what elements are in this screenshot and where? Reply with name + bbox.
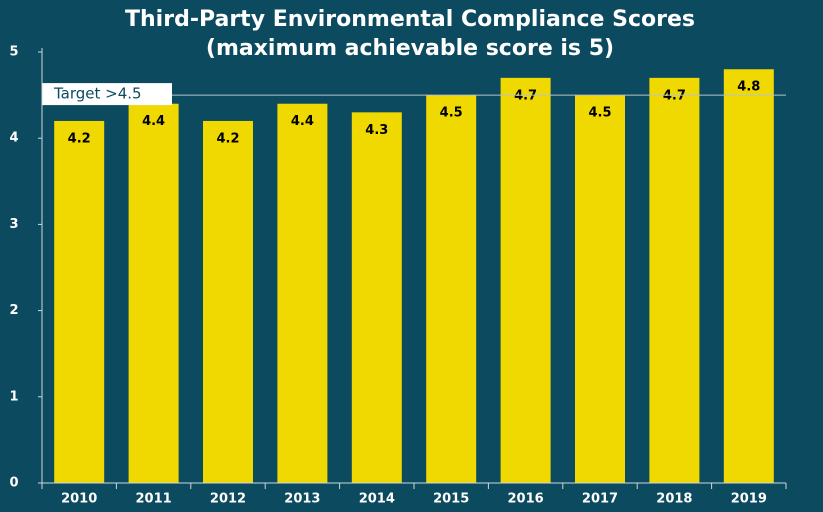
x-tick-label: 2013 bbox=[284, 492, 320, 507]
bar bbox=[203, 120, 253, 484]
bar bbox=[500, 77, 551, 484]
x-tick-label: 2011 bbox=[136, 492, 172, 507]
bar bbox=[649, 77, 700, 484]
x-tick-label: 2012 bbox=[210, 492, 246, 507]
y-tick-label: 5 bbox=[9, 45, 18, 60]
bar bbox=[128, 103, 179, 483]
bar bbox=[426, 95, 477, 483]
chart-subtitle: (maximum achievable score is 5) bbox=[206, 36, 614, 61]
target-label: Target >4.5 bbox=[53, 85, 142, 103]
bar bbox=[54, 120, 105, 484]
data-label: 4.3 bbox=[365, 123, 388, 138]
x-tick-label: 2016 bbox=[508, 492, 544, 507]
bar bbox=[277, 103, 328, 483]
y-tick-label: 1 bbox=[9, 389, 18, 404]
chart-title: Third-Party Environmental Compliance Sco… bbox=[125, 7, 695, 32]
data-label: 4.7 bbox=[514, 88, 537, 103]
x-tick-label: 2015 bbox=[433, 492, 469, 507]
y-tick-label: 2 bbox=[9, 303, 18, 318]
x-tick-label: 2019 bbox=[731, 492, 767, 507]
data-label: 4.7 bbox=[663, 88, 686, 103]
x-tick-label: 2014 bbox=[359, 492, 395, 507]
y-tick-label: 0 bbox=[9, 476, 18, 491]
x-tick-label: 2010 bbox=[61, 492, 97, 507]
data-label: 4.5 bbox=[588, 106, 611, 121]
y-tick-label: 4 bbox=[9, 131, 18, 146]
data-label: 4.2 bbox=[216, 131, 239, 146]
data-label: 4.2 bbox=[68, 131, 91, 146]
x-tick-label: 2017 bbox=[582, 492, 618, 507]
data-label: 4.4 bbox=[291, 114, 314, 129]
y-tick-label: 3 bbox=[9, 217, 18, 232]
bar bbox=[575, 95, 625, 483]
bar bbox=[723, 69, 774, 484]
bar bbox=[351, 112, 402, 483]
x-tick-label: 2018 bbox=[656, 492, 692, 507]
data-label: 4.4 bbox=[142, 114, 165, 129]
data-label: 4.8 bbox=[737, 80, 760, 95]
target-box bbox=[42, 83, 172, 106]
data-label: 4.5 bbox=[440, 106, 463, 121]
